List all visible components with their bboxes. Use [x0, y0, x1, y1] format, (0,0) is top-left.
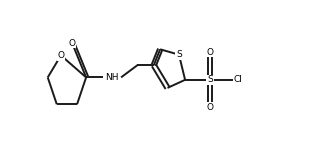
Text: O: O: [69, 39, 76, 48]
Text: O: O: [206, 103, 214, 112]
Text: O: O: [206, 48, 214, 57]
Text: S: S: [176, 50, 182, 59]
Text: S: S: [207, 75, 213, 84]
Text: Cl: Cl: [234, 75, 243, 84]
Text: NH: NH: [106, 73, 119, 82]
Text: O: O: [57, 51, 64, 60]
